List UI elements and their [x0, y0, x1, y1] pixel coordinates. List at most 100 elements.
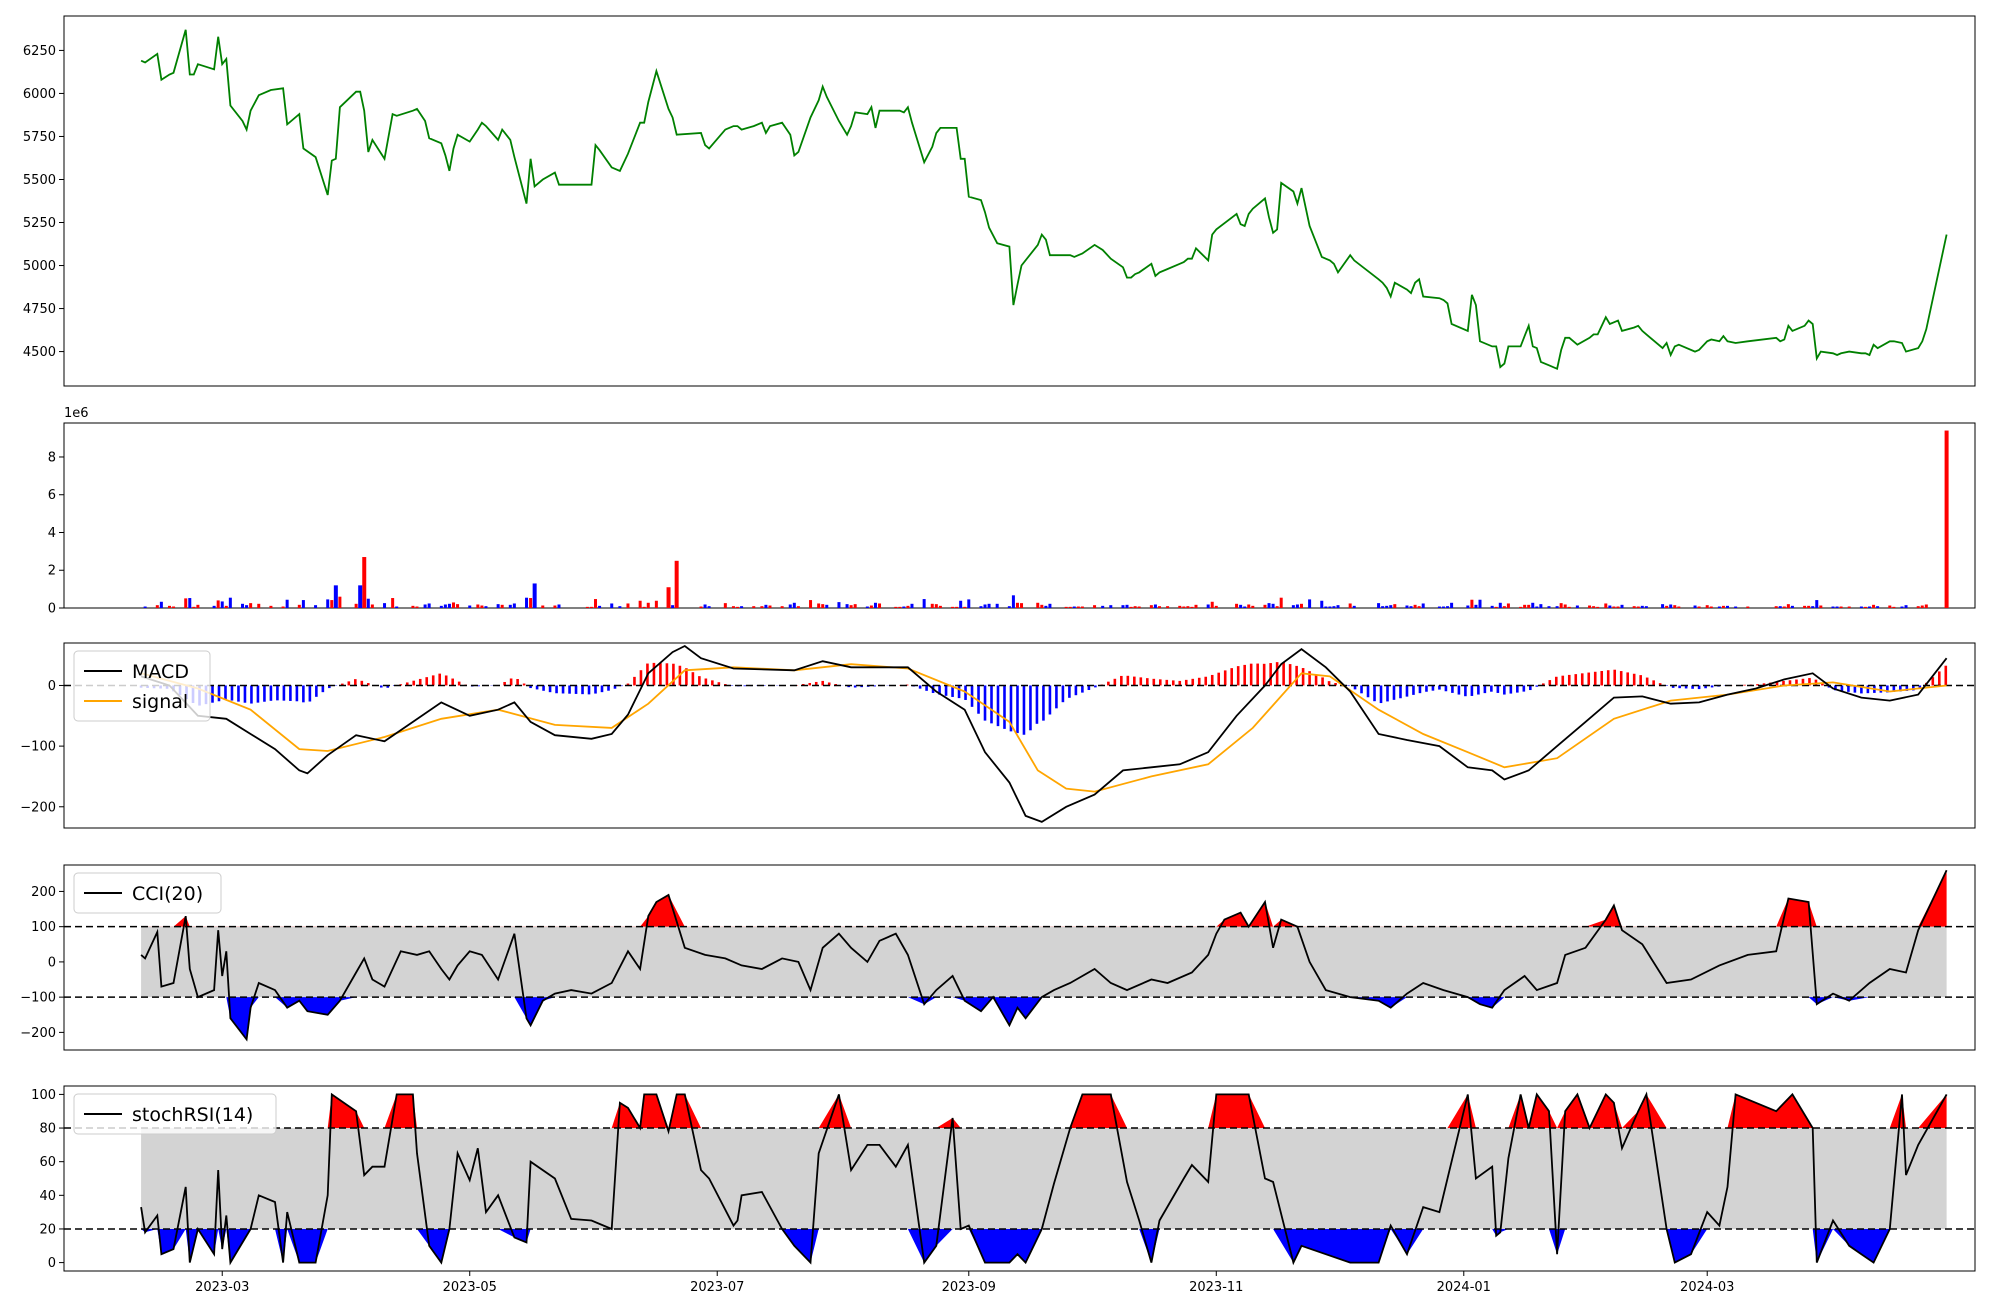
macd-histogram-bar	[1821, 683, 1824, 686]
volume-bar	[1243, 606, 1247, 608]
volume-bar	[452, 602, 456, 608]
volume-bar	[979, 606, 983, 608]
volume-bar	[443, 604, 447, 608]
volume-bar	[703, 604, 707, 608]
macd-histogram-bar	[1632, 673, 1636, 686]
macd-legend	[73, 650, 211, 722]
price-frame	[63, 15, 1976, 387]
macd-histogram-bar	[847, 685, 850, 688]
macd-histogram-bar	[418, 678, 422, 686]
volume-bar	[1673, 605, 1677, 608]
volume-bar	[500, 604, 504, 608]
macd-histogram-bar	[1918, 685, 1922, 689]
volume-bar	[1166, 606, 1170, 608]
macd-histogram-bar	[548, 685, 552, 693]
macd-histogram-bar	[1704, 685, 1707, 689]
volume-bar	[878, 603, 882, 608]
macd-histogram-bar	[1321, 677, 1324, 686]
macd-histogram-bar	[925, 685, 928, 691]
macd-ytick-label: 0	[48, 679, 56, 694]
volume-bar	[1109, 605, 1113, 608]
volume-bar	[736, 606, 740, 608]
price-ytick-label: 5500	[23, 173, 56, 188]
volume-bar	[1531, 602, 1535, 608]
macd-histogram-bar	[405, 682, 409, 686]
macd-histogram-bar	[1600, 670, 1604, 686]
macd-histogram-bar	[1626, 672, 1629, 686]
macd-histogram-bar	[951, 685, 954, 697]
volume-bar	[1620, 604, 1624, 608]
macd-histogram-bar	[1912, 685, 1915, 691]
volume-bar	[626, 603, 630, 608]
macd-histogram-bar	[529, 685, 532, 689]
volume-bar	[589, 606, 593, 608]
macd-histogram-bar	[509, 678, 513, 686]
volume-bar	[1859, 606, 1863, 608]
macd-histogram-bar	[354, 679, 357, 686]
volume-bar	[220, 601, 224, 608]
macd-histogram-bar	[276, 685, 279, 701]
macd-histogram-bar	[1775, 681, 1779, 686]
volume-bar	[752, 606, 756, 608]
volume-bar	[370, 604, 374, 608]
volume-bar	[383, 603, 387, 608]
macd-histogram-bar	[250, 685, 253, 704]
macd-histogram-bar	[607, 685, 610, 691]
macd-histogram-bar	[1197, 677, 1201, 686]
volume-bar	[1332, 606, 1336, 608]
volume-bar	[1015, 602, 1019, 608]
macd-histogram-bar	[1347, 685, 1350, 687]
macd-histogram-bar	[360, 680, 364, 686]
volume-bar	[646, 602, 650, 608]
macd-histogram-bar	[1308, 671, 1311, 686]
volume-bar	[143, 606, 147, 608]
macd-histogram-bar	[1561, 675, 1565, 686]
macd-histogram-bar	[366, 683, 370, 686]
volume-bar	[910, 603, 914, 608]
volume-bar	[496, 604, 500, 608]
volume-bar	[780, 606, 784, 608]
macd-histogram-bar	[1399, 685, 1402, 699]
volume-bar	[1320, 600, 1324, 608]
macd-ytick-label: −100	[20, 740, 56, 755]
volume-frame	[63, 422, 1976, 609]
macd-histogram-bar	[1126, 675, 1130, 686]
macd-histogram-bar	[594, 685, 597, 694]
macd-histogram-bar	[1184, 679, 1188, 686]
volume-bar	[1275, 606, 1279, 608]
macd-histogram-bar	[1860, 685, 1863, 694]
volume-bar	[1892, 606, 1896, 608]
macd-histogram-bar	[438, 673, 442, 686]
cci-frame	[63, 864, 1976, 1051]
macd-histogram-bar	[620, 685, 623, 687]
stochrsi-legend-label: stochRSI(14)	[132, 1104, 253, 1126]
macd-histogram-bar	[685, 668, 688, 686]
volume-bar	[1149, 605, 1153, 608]
volume-bar	[1519, 606, 1523, 608]
volume-bar	[196, 604, 200, 608]
cci-panel: −200 −100 0 100 200 CCI(20)	[20, 864, 1976, 1051]
macd-histogram-bar	[1386, 685, 1389, 702]
macd-histogram-bar	[1230, 668, 1233, 686]
volume-bar	[1157, 606, 1161, 608]
macd-histogram-bar	[256, 685, 260, 703]
volume-bar	[638, 600, 642, 608]
price-ytick-label: 4750	[23, 302, 56, 317]
macd-histogram-bar	[451, 678, 454, 686]
macd-histogram-bar	[814, 681, 818, 686]
volume-bar	[585, 606, 589, 608]
macd-histogram-bar	[1535, 685, 1539, 687]
volume-bar	[1239, 604, 1243, 608]
macd-histogram-bar	[1756, 684, 1759, 686]
volume-bar	[1352, 605, 1356, 608]
volume-bar	[1527, 604, 1531, 608]
volume-bar	[938, 605, 942, 608]
macd-histogram-bar	[1022, 685, 1026, 735]
price-ytick-label: 5000	[23, 259, 56, 274]
volume-bar	[1080, 606, 1084, 608]
volume-bar	[1575, 605, 1579, 608]
volume-bar	[1251, 605, 1255, 608]
stochrsi-line	[140, 1091, 1948, 1266]
macd-histogram-bar	[1094, 685, 1097, 688]
volume-bar	[1490, 605, 1494, 608]
